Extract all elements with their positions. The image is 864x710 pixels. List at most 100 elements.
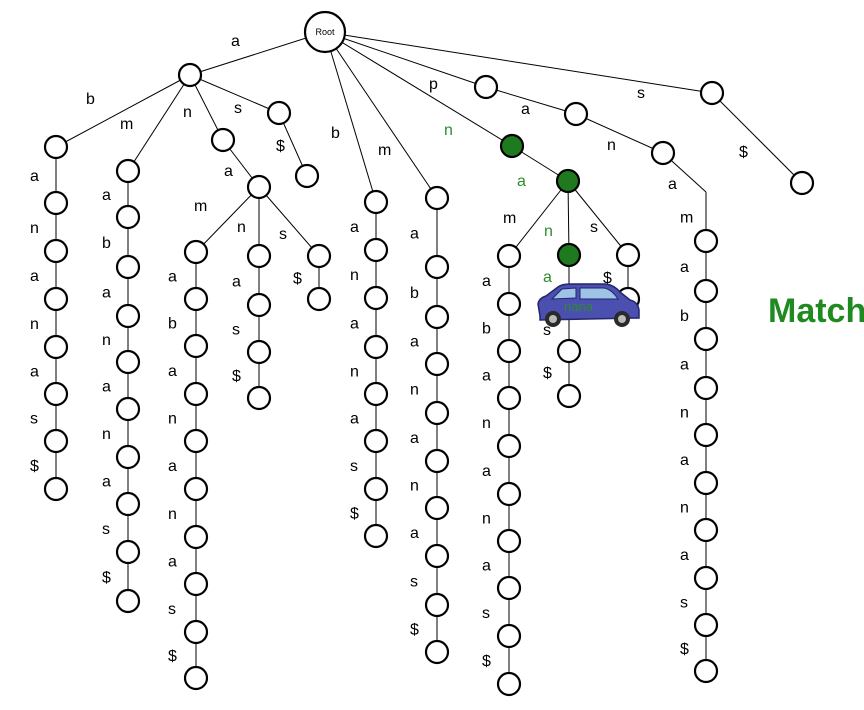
car-icon: nana xyxy=(537,283,640,327)
edge-label: n xyxy=(410,382,419,399)
trie-node xyxy=(43,134,69,160)
chain-b-node xyxy=(363,237,389,263)
edge-label: s xyxy=(350,458,358,475)
root-edge-b xyxy=(324,31,377,203)
edge-label: a xyxy=(482,273,491,290)
trie-node xyxy=(210,127,236,153)
chain-ana-m-node xyxy=(183,476,209,502)
chain-na-m-node xyxy=(496,385,522,411)
trie-node xyxy=(556,383,582,409)
chain-pan-node xyxy=(693,228,719,254)
edge-label: $ xyxy=(30,458,39,475)
chain-ana-m-node xyxy=(183,286,209,312)
edge-label: $ xyxy=(410,622,419,639)
chain-na-m-node xyxy=(496,481,522,507)
trie-node xyxy=(556,338,582,364)
edge-label: a xyxy=(410,226,419,243)
edge-label: a xyxy=(102,379,111,396)
edge-label: a xyxy=(482,558,491,575)
edge-label: b xyxy=(86,91,95,108)
edge-label: s xyxy=(590,219,598,236)
chain-amanana-node xyxy=(115,303,141,329)
edge-label: n xyxy=(680,500,689,517)
edge-label: a xyxy=(410,525,419,542)
edge-label: n xyxy=(102,332,111,349)
chain-amanana-node xyxy=(115,491,141,517)
chain-m-node xyxy=(424,351,450,377)
root-edge-s xyxy=(324,31,713,94)
chain-ana-s-node xyxy=(306,286,332,312)
chain-ana-m-node xyxy=(183,524,209,550)
edge-label: a xyxy=(680,452,689,469)
chain-pan-node xyxy=(693,278,719,304)
edge-label: n xyxy=(607,137,616,154)
edge-label: n xyxy=(350,364,359,381)
chain-b-node xyxy=(363,523,389,549)
match-node-na xyxy=(555,168,581,194)
edge-label: $ xyxy=(482,653,491,670)
edge-label: s xyxy=(232,322,240,339)
edge-label: n xyxy=(680,405,689,422)
edge-label: a xyxy=(350,219,359,236)
edge-label: m xyxy=(503,210,516,227)
chain-m-node xyxy=(424,254,450,280)
chain-abanana-node xyxy=(43,190,69,216)
edge-label: a xyxy=(517,173,526,190)
edge-label: $ xyxy=(168,648,177,665)
chain-na-m-node xyxy=(496,433,522,459)
root-edge-a xyxy=(189,31,326,76)
chain-b-node xyxy=(363,428,389,454)
chain-na-m-node xyxy=(496,291,522,317)
chain-abanana-node xyxy=(43,381,69,407)
trie-node xyxy=(306,243,332,269)
trie-nodes: Root xyxy=(43,10,815,697)
chain-b-node xyxy=(363,381,389,407)
edge-label: a xyxy=(102,187,111,204)
edge-label: $ xyxy=(680,641,689,658)
edge-label: n xyxy=(482,415,491,432)
edge-label: b xyxy=(102,235,111,252)
edge-label: m xyxy=(120,116,133,133)
trie-node xyxy=(563,101,589,127)
edge-label: s xyxy=(482,605,490,622)
chain-pan-node xyxy=(693,470,719,496)
edge-label: b xyxy=(168,316,177,333)
match-node-nan xyxy=(556,242,582,268)
chain-b-node xyxy=(363,285,389,311)
edge-label: n xyxy=(102,426,111,443)
chain-na-m-node xyxy=(496,623,522,649)
chain-abanana-node xyxy=(43,334,69,360)
chain-pan-node xyxy=(693,612,719,638)
trie-node xyxy=(424,185,450,211)
edge-label: a xyxy=(30,268,39,285)
edge-label: a xyxy=(680,259,689,276)
edge-label: a xyxy=(482,368,491,385)
trie-edge xyxy=(567,180,570,256)
chain-amanana-node xyxy=(115,204,141,230)
chain-amanana-node xyxy=(115,539,141,565)
trie-edge xyxy=(485,86,577,115)
edge-label: m xyxy=(680,210,693,227)
edge-label: a xyxy=(30,168,39,185)
trie-node xyxy=(115,158,141,184)
edge-label: a xyxy=(168,363,177,380)
chain-m-node xyxy=(424,543,450,569)
chain-ana-m-node xyxy=(183,619,209,645)
edge-label: s xyxy=(102,521,110,538)
edge-label: a xyxy=(168,458,177,475)
chain-ana-n-node xyxy=(246,385,272,411)
edge-label: n xyxy=(482,511,491,528)
chain-pan-node xyxy=(693,565,719,591)
edge-label: a xyxy=(521,101,530,118)
edge-label: b xyxy=(331,125,340,142)
chain-amanana-node xyxy=(115,396,141,422)
root-edge-n xyxy=(324,31,513,147)
trie-node xyxy=(266,100,292,126)
edge-label: a xyxy=(168,269,177,286)
chain-ana-m-node xyxy=(183,333,209,359)
edge-label: s xyxy=(168,601,176,618)
trie-node xyxy=(294,163,320,189)
trie-node xyxy=(650,140,676,166)
edge-label: a xyxy=(30,364,39,381)
